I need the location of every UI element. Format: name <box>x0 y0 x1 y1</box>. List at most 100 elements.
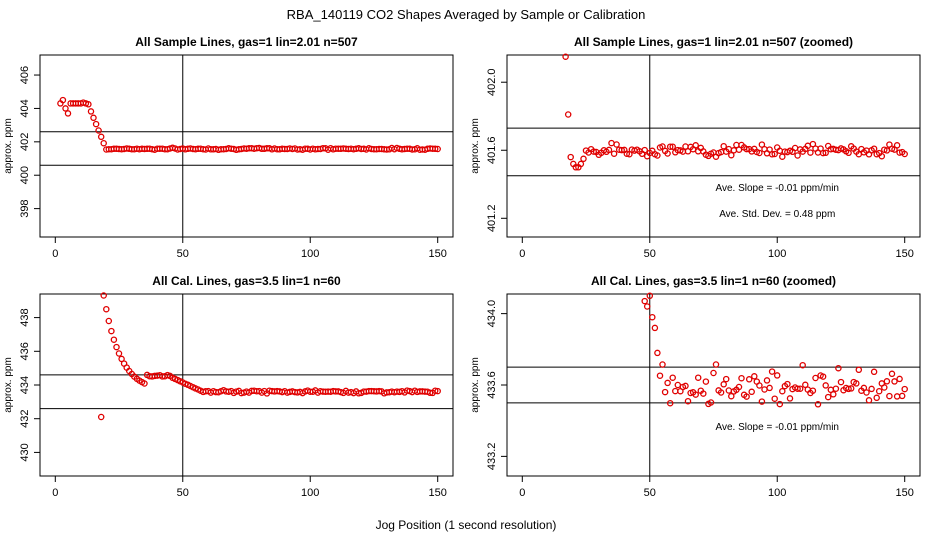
panel-1-y-axis-label: approx. ppm <box>3 118 14 174</box>
panel-4-data-point <box>722 375 730 383</box>
panel-4-data-point <box>674 381 682 389</box>
panel-2-data-point <box>580 155 587 163</box>
panel-4-data-point <box>756 382 763 389</box>
panel-4-data-point <box>738 374 745 382</box>
panel-4-data-point <box>853 380 860 387</box>
panel-1-y-tick-label: 406 <box>19 66 31 84</box>
panel-4-data-point <box>692 391 699 398</box>
panel-4-data-point <box>888 370 896 378</box>
panel-4-data-point <box>809 387 817 394</box>
panel-4-data-point <box>847 385 855 392</box>
panel-3-data-point <box>105 317 113 325</box>
panel-1-y-tick-label: 398 <box>19 199 31 217</box>
panel-1-data-point <box>431 145 439 153</box>
panel-2-data-point <box>766 146 773 153</box>
panel-4-data-point <box>812 374 819 382</box>
panel-2-data-point <box>720 142 727 150</box>
panel-4-data-point <box>873 394 880 402</box>
panel-1-data-point <box>100 139 107 147</box>
panel-1-data-point <box>90 114 97 122</box>
panel-2-data-point <box>590 148 597 155</box>
panel-2-data-point <box>641 146 648 154</box>
panel-2-data-point <box>735 146 743 153</box>
panel-1-x-tick-label: 50 <box>177 248 189 260</box>
panel-4-data-point <box>728 392 735 400</box>
panel-3-data-point <box>434 387 441 395</box>
panel-4-data-point <box>893 393 901 400</box>
panel-4-data-point <box>684 397 692 405</box>
panel-2-data-point <box>605 146 613 154</box>
panel-4-data-point <box>707 399 715 406</box>
panel-2-data-point <box>666 143 674 150</box>
panel-4-data-point <box>748 388 755 396</box>
panel-4-data-point <box>875 387 883 395</box>
panel-3-data-point <box>141 380 148 387</box>
panel-2-data-point <box>728 151 735 159</box>
panel-4-x-tick-label: 0 <box>519 487 525 499</box>
panel-3-y-tick-label: 436 <box>19 342 31 360</box>
panel-3-x-tick-label: 150 <box>429 487 447 499</box>
panel-4-data-point <box>659 361 666 368</box>
panel-4-data-point <box>830 391 837 398</box>
panel-1-y-tick-label: 402 <box>19 133 31 151</box>
panel-4-data-point <box>794 385 801 392</box>
panel-4-y-tick-label: 434.0 <box>486 300 498 328</box>
panel-2-data-point <box>564 111 572 118</box>
panel-4-data-point <box>776 400 784 408</box>
panel-1-title: All Sample Lines, gas=1 lin=2.01 n=507 <box>135 35 358 49</box>
panel-2-data-point <box>730 147 738 154</box>
panel-2-x-tick-label: 100 <box>768 248 786 260</box>
panel-2-data-point <box>743 145 750 153</box>
panel-1-y-tick-label: 404 <box>19 99 31 117</box>
panel-4-data-point <box>886 392 893 400</box>
panel-4-data-point <box>646 292 654 300</box>
panel-3-data-point <box>110 336 118 343</box>
panel-4-data-point <box>641 297 648 305</box>
panel-2-y-axis-label: approx. ppm <box>470 118 481 174</box>
panel-4-data-point <box>763 377 771 384</box>
panel-4-data-point <box>891 378 898 385</box>
panel-2-data-point <box>623 150 631 157</box>
panel-4-data-point <box>725 387 733 394</box>
panel-1-data-point <box>97 133 105 141</box>
panel-4-data-point <box>717 389 725 396</box>
panel-2-frame <box>506 54 921 238</box>
panel-3-data-point <box>97 413 105 421</box>
figure-title: RBA_140119 CO2 Shapes Averaged by Sample… <box>287 7 646 22</box>
panel-3-x-tick-label: 0 <box>52 487 58 499</box>
panel-4-data-point <box>672 387 679 395</box>
panel-1-data-point <box>87 108 95 115</box>
panel-1-y-tick-label: 400 <box>19 166 31 184</box>
panel-4-x-tick-label: 100 <box>768 487 786 499</box>
panel-4-data-point <box>702 378 710 385</box>
panel-4-data-point <box>822 382 829 389</box>
panel-4-data-point <box>743 393 750 400</box>
panel-2-data-point <box>794 152 801 159</box>
panel-2-data-point <box>822 149 829 157</box>
panel-4-data-point <box>651 324 659 332</box>
panel-4-title: All Cal. Lines, gas=3.5 lin=1 n=60 (zoom… <box>591 274 836 288</box>
panel-2-annotation: Ave. Std. Dev. = 0.48 ppm <box>719 209 835 220</box>
panel-3-x-tick-label: 50 <box>177 487 189 499</box>
panel-1-x-tick-label: 100 <box>301 248 319 260</box>
panel-4-data-point <box>870 368 878 376</box>
panel-1-data-point <box>434 145 441 153</box>
panel-3-y-tick-label: 430 <box>19 443 31 461</box>
panel-2-data-point <box>613 141 620 148</box>
panel-4-data-point <box>758 398 766 405</box>
panel-3-data-point <box>103 305 110 313</box>
panel-3-title: All Cal. Lines, gas=3.5 lin=1 n=60 <box>152 274 341 288</box>
panel-4-data-point <box>669 374 676 381</box>
panel-4-data-point <box>745 376 753 383</box>
panel-2-data-point <box>779 153 786 160</box>
panel-4-data-point <box>784 380 791 388</box>
panel-2-data-point <box>901 150 908 158</box>
panel-2-data-point <box>771 150 778 158</box>
panel-4-data-point <box>824 393 832 401</box>
panel-2-x-tick-label: 50 <box>644 248 656 260</box>
panel-2-data-point <box>819 149 827 157</box>
panel-4-annotation: Ave. Slope = -0.01 ppm/min <box>715 422 839 433</box>
panel-4-data-point <box>773 372 781 379</box>
panel-4-data-point <box>837 378 845 386</box>
panel-2-data-point <box>618 146 625 154</box>
